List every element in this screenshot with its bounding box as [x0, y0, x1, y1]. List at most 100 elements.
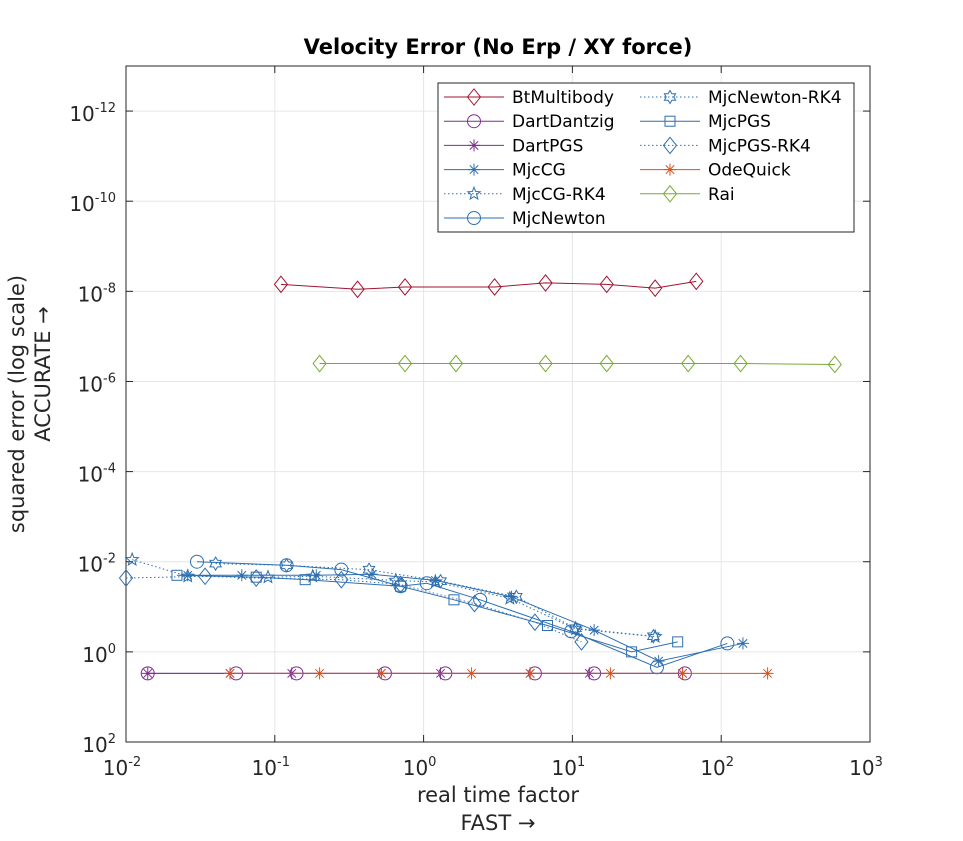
y-tick-base: 10 [78, 282, 103, 306]
y-tick-exponent: -12 [95, 101, 116, 116]
y-axis-sublabel: ACCURATE → [31, 306, 55, 442]
diamond-marker [527, 613, 543, 632]
y-tick-base: 10 [78, 372, 103, 396]
hexagram-marker [280, 557, 294, 573]
hexagram-marker [362, 562, 376, 578]
y-tick-exponent: -10 [95, 191, 116, 206]
asterisk-marker [224, 667, 237, 680]
legend-item: Rai [640, 185, 735, 205]
legend-item: MjcNewton [444, 209, 606, 229]
legend-label: MjcCG [512, 161, 566, 181]
square-marker [541, 620, 553, 632]
circle-marker [467, 211, 481, 225]
square-marker [250, 571, 262, 583]
x-tick-base: 10 [252, 756, 277, 780]
star-marker [260, 569, 276, 584]
asterisk-marker [524, 667, 537, 680]
diamond-marker [350, 280, 365, 299]
y-tick-label: 10-8 [78, 281, 116, 306]
x-axis-sublabel: FAST → [461, 811, 536, 835]
y-tick-base: 10 [78, 463, 103, 487]
y-tick-label: 102 [82, 732, 116, 757]
square-marker [672, 636, 684, 648]
x-tick-label: 100 [403, 755, 437, 780]
series-layer [118, 272, 842, 681]
y-axis-label: squared error (log scale) [5, 275, 29, 533]
asterisk-marker [604, 667, 617, 680]
asterisk-marker [676, 667, 689, 680]
diamond-marker [397, 278, 413, 296]
legend-item: MjcNewton-RK4 [640, 88, 842, 108]
series-btmultibody [273, 272, 704, 299]
diamond-marker [197, 567, 213, 586]
x-tick-exponent: 2 [726, 755, 734, 770]
x-tick-base: 10 [552, 756, 577, 780]
x-tick-exponent: -2 [128, 755, 141, 770]
x-tick-label: 103 [849, 755, 883, 780]
asterisk-marker [310, 569, 323, 582]
x-tick-exponent: 1 [577, 755, 585, 770]
diamond-marker [393, 575, 408, 594]
y-tick-exponent: -8 [103, 281, 116, 296]
diamond-marker [662, 136, 678, 155]
asterisk-marker [365, 568, 378, 581]
legend-label: DartPGS [512, 136, 583, 156]
y-tick-label: 100 [82, 642, 116, 667]
circle-marker [473, 592, 488, 607]
diamond-marker [467, 594, 482, 613]
diamond-marker [273, 275, 289, 294]
asterisk-marker [141, 667, 154, 680]
square-marker [664, 115, 676, 127]
circle-marker [467, 114, 481, 129]
diamond-marker [538, 273, 553, 292]
legend-item: DartDantzig [444, 112, 615, 132]
diamond-marker [312, 354, 327, 373]
asterisk-marker [664, 163, 676, 176]
star-marker [466, 185, 482, 201]
circle-marker [334, 562, 349, 577]
legend-label: OdeQuick [708, 161, 791, 181]
legend-label: Rai [708, 185, 735, 205]
y-tick-exponent: -2 [103, 552, 116, 567]
y-tick-label: 10-6 [78, 371, 116, 396]
hexagram-marker [434, 573, 448, 589]
series-line [280, 280, 697, 290]
diamond-marker [448, 354, 464, 373]
diamond-marker [599, 354, 614, 373]
series-odequick [224, 667, 774, 680]
circle-marker [189, 554, 204, 569]
y-tick-base: 10 [78, 553, 103, 577]
y-tick-exponent: -6 [103, 371, 116, 386]
star-marker [180, 568, 196, 583]
y-tick-exponent: 2 [108, 732, 116, 747]
x-tick-exponent: 0 [428, 755, 436, 770]
legend-box [437, 82, 855, 233]
legend-item: MjcCG-RK4 [444, 185, 606, 205]
asterisk-marker [465, 667, 478, 680]
x-axis-label: real time factor [417, 783, 579, 807]
diamond-marker [662, 184, 678, 203]
diamond-marker [249, 569, 264, 587]
hexagram-marker [509, 589, 523, 605]
x-tick-label: 10-2 [103, 755, 141, 780]
legend-label: MjcNewton-RK4 [708, 88, 842, 108]
diamond-marker [733, 354, 748, 373]
legend-label: DartDantzig [512, 112, 615, 132]
diamond-marker [118, 569, 134, 587]
asterisk-marker [468, 139, 480, 152]
diamond-marker [574, 632, 589, 651]
asterisk-marker [505, 590, 518, 603]
y-tick-base: 10 [69, 102, 94, 126]
legend: BtMultibody DartDantzig DartPGS MjcCG MjcCG-… [437, 82, 855, 233]
y-tick-label: 10-2 [78, 552, 116, 577]
legend-item: DartPGS [444, 136, 583, 156]
axis-ticks: 10-2 10-1 100 101 102 10310-1210-1010-810-610… [69, 66, 883, 780]
series-mjcpgs [171, 569, 684, 658]
circle-marker [720, 636, 735, 651]
legend-label: MjcPGS-RK4 [708, 136, 811, 156]
asterisk-marker [761, 667, 774, 680]
diamond-marker [827, 355, 842, 374]
y-tick-label: 10-10 [69, 191, 116, 216]
legend-label: MjcPGS [708, 112, 771, 132]
